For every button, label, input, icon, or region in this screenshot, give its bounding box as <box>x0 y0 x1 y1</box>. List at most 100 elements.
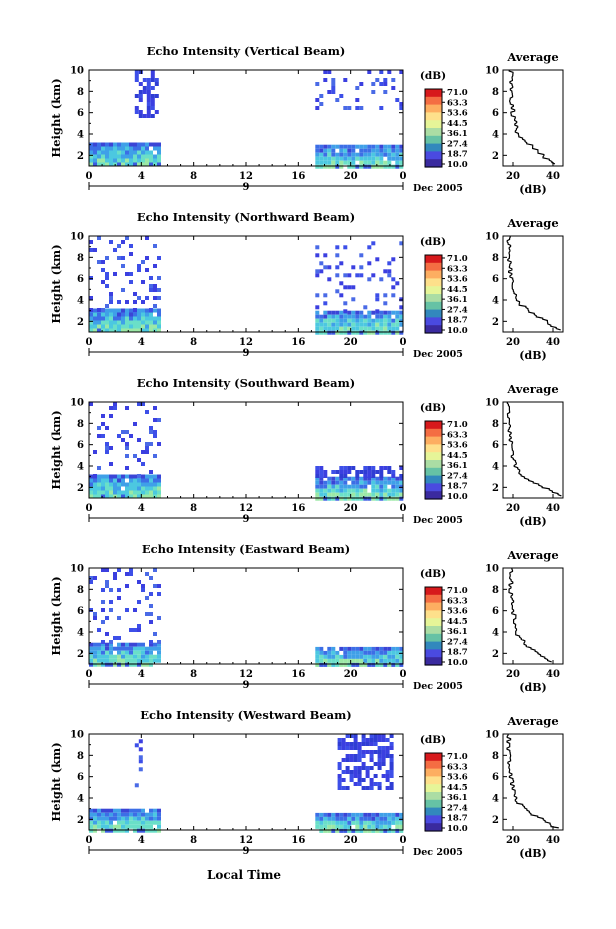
heatmap-cell <box>343 488 348 493</box>
heatmap-cell <box>355 98 360 102</box>
heatmap-cell <box>149 320 153 325</box>
heatmap-cell <box>145 650 149 655</box>
colorbar-segment <box>425 807 442 816</box>
heatmap-cell <box>153 490 157 495</box>
heatmap-cell <box>327 90 332 94</box>
colorbar-segment <box>425 768 442 777</box>
heatmap-cell <box>125 454 129 458</box>
heatmap-cell <box>101 486 105 491</box>
heatmap-cell <box>323 474 328 478</box>
heatmap-cell <box>335 326 340 331</box>
avg-x-tick-label: 20 <box>506 171 520 182</box>
heatmap-cell <box>363 318 368 323</box>
heatmap-cell <box>93 494 97 499</box>
heatmap-cell <box>395 484 400 489</box>
heatmap-cell <box>339 330 344 335</box>
avg-y-tick-label: 2 <box>492 649 499 660</box>
heatmap-cell <box>331 160 336 165</box>
heatmap-cell <box>113 146 117 151</box>
heatmap-cell <box>113 248 117 252</box>
heatmap-cell <box>327 828 332 833</box>
heatmap-cell <box>319 164 324 169</box>
x-tick-label: 0 <box>86 835 93 846</box>
heatmap-cell <box>113 646 117 651</box>
heatmap-cell <box>371 310 376 315</box>
heatmap-cell <box>129 490 133 495</box>
heatmap-cell <box>379 828 384 833</box>
heatmap-cell <box>379 82 384 86</box>
heatmap-cell <box>331 148 336 153</box>
heatmap-cell <box>343 78 348 82</box>
heatmap-cell <box>97 654 101 659</box>
heatmap-cell <box>133 454 137 458</box>
y-tick-label: 10 <box>70 564 84 575</box>
colorbar-unit: (dB) <box>420 236 446 248</box>
heatmap-cell <box>145 410 149 414</box>
heatmap-cell <box>383 326 388 331</box>
heatmap-cell <box>391 257 396 262</box>
heatmap-cell <box>379 70 384 74</box>
heatmap-cell <box>89 486 93 491</box>
heatmap-cell <box>383 816 388 821</box>
heatmap-cell <box>371 496 376 501</box>
avg-y-tick-label: 8 <box>492 87 499 98</box>
heatmap-cell <box>399 322 404 327</box>
heatmap-cell <box>141 450 145 454</box>
heatmap-cell <box>383 828 388 833</box>
heatmap-cell <box>335 322 340 327</box>
heatmap-cell <box>129 474 133 479</box>
heatmap-cell <box>149 284 153 288</box>
heatmap-cell <box>377 754 382 758</box>
heatmap-cell <box>117 658 121 663</box>
heatmap-cell <box>113 808 117 813</box>
heatmap-cell <box>375 654 380 659</box>
heatmap-cell <box>157 320 161 325</box>
heatmap-cell <box>97 320 101 325</box>
heatmap-cell <box>121 430 125 434</box>
x-tick-label: 0 <box>86 171 93 182</box>
heatmap-cell <box>157 142 161 147</box>
heatmap-cell <box>359 820 364 825</box>
heatmap-cell <box>375 156 380 161</box>
heatmap-cell <box>383 318 388 323</box>
heatmap-cell <box>97 236 101 240</box>
heatmap-cell <box>385 750 390 754</box>
heatmap-cell <box>343 816 348 821</box>
heatmap-cell <box>351 156 356 161</box>
heatmap-cell <box>97 820 101 825</box>
heatmap-cell <box>371 824 376 829</box>
heatmap-cell <box>379 474 384 478</box>
heatmap-cell <box>319 476 324 481</box>
heatmap-cell <box>97 628 101 632</box>
avg-profile-line <box>506 734 559 829</box>
heatmap-cell <box>113 654 117 659</box>
heatmap-cell <box>331 484 336 489</box>
heatmap-cell <box>137 308 141 313</box>
heatmap-cell <box>109 406 113 410</box>
heatmap-cell <box>319 662 324 667</box>
heatmap-cell <box>101 150 105 155</box>
date-label: Dec 2005 <box>413 515 463 526</box>
colorbar-tick-label: 63.3 <box>447 430 468 440</box>
heatmap-cell <box>113 490 117 495</box>
heatmap-cell <box>129 272 133 276</box>
heatmap-cell <box>157 442 161 446</box>
heatmap-cell <box>109 608 113 612</box>
heatmap-cell <box>105 662 109 667</box>
heatmap-cell <box>339 646 344 651</box>
heatmap-cell <box>129 158 133 163</box>
heatmap-cell <box>391 492 396 497</box>
heatmap-cell <box>149 312 153 317</box>
colorbar-segment <box>425 436 442 445</box>
heatmap-cell <box>97 142 101 147</box>
heatmap-cell <box>145 494 149 499</box>
heatmap-cell <box>146 94 151 98</box>
heatmap-cell <box>367 474 372 478</box>
heatmap-cell <box>387 662 392 667</box>
x-tick-label: 4 <box>138 171 145 182</box>
heatmap-cell <box>387 824 392 829</box>
heatmap-cell <box>105 316 109 321</box>
heatmap-cell <box>157 150 161 155</box>
heatmap-cell <box>379 322 384 327</box>
